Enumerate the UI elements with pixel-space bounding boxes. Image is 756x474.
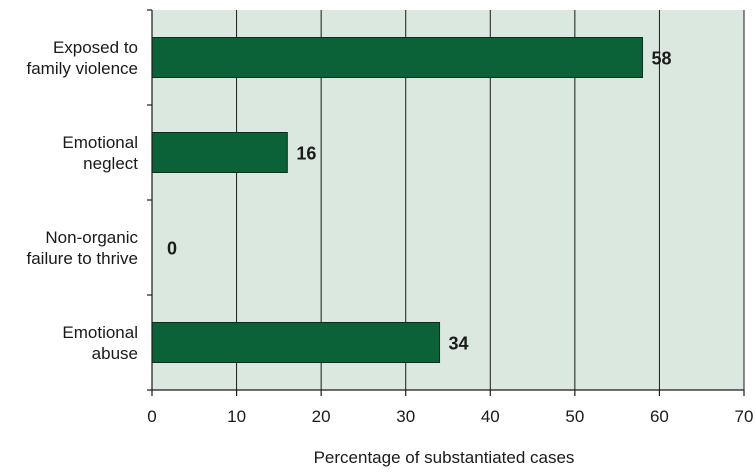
x-tick-label-0: 0 xyxy=(147,407,156,426)
category-label-emotional-neglect: Emotional neglect xyxy=(62,133,138,173)
bars xyxy=(151,37,644,363)
category-label-non-organic-failure-to-thrive: Non-organic failure to thrive xyxy=(27,228,139,268)
data-label-exposed-to-family-violence: 58 xyxy=(652,49,672,69)
axes xyxy=(147,9,745,396)
x-tick-label-50: 50 xyxy=(565,407,584,426)
x-tick-label-20: 20 xyxy=(312,407,331,426)
bar-emotional-abuse xyxy=(151,322,441,363)
x-axis-title: Percentage of substantiated cases xyxy=(314,448,575,467)
category-label-exposed-to-family-violence: Exposed to family violence xyxy=(27,38,139,78)
data-label-emotional-neglect: 16 xyxy=(296,144,316,164)
labels: 0 10 20 30 40 50 60 70 58 Exposed to family violen… xyxy=(27,38,754,426)
x-tick-label-30: 30 xyxy=(396,407,415,426)
data-label-non-organic-failure-to-thrive: 0 xyxy=(167,239,177,259)
x-tick-label-60: 60 xyxy=(650,407,669,426)
x-tick-label-40: 40 xyxy=(481,407,500,426)
bar-exposed-to-family-violence xyxy=(151,37,644,78)
x-tick-label-70: 70 xyxy=(735,407,754,426)
category-label-emotional-abuse: Emotional abuse xyxy=(62,323,138,363)
x-tick-label-10: 10 xyxy=(227,407,246,426)
data-label-emotional-abuse: 34 xyxy=(449,334,469,354)
bar-emotional-neglect xyxy=(151,132,288,173)
